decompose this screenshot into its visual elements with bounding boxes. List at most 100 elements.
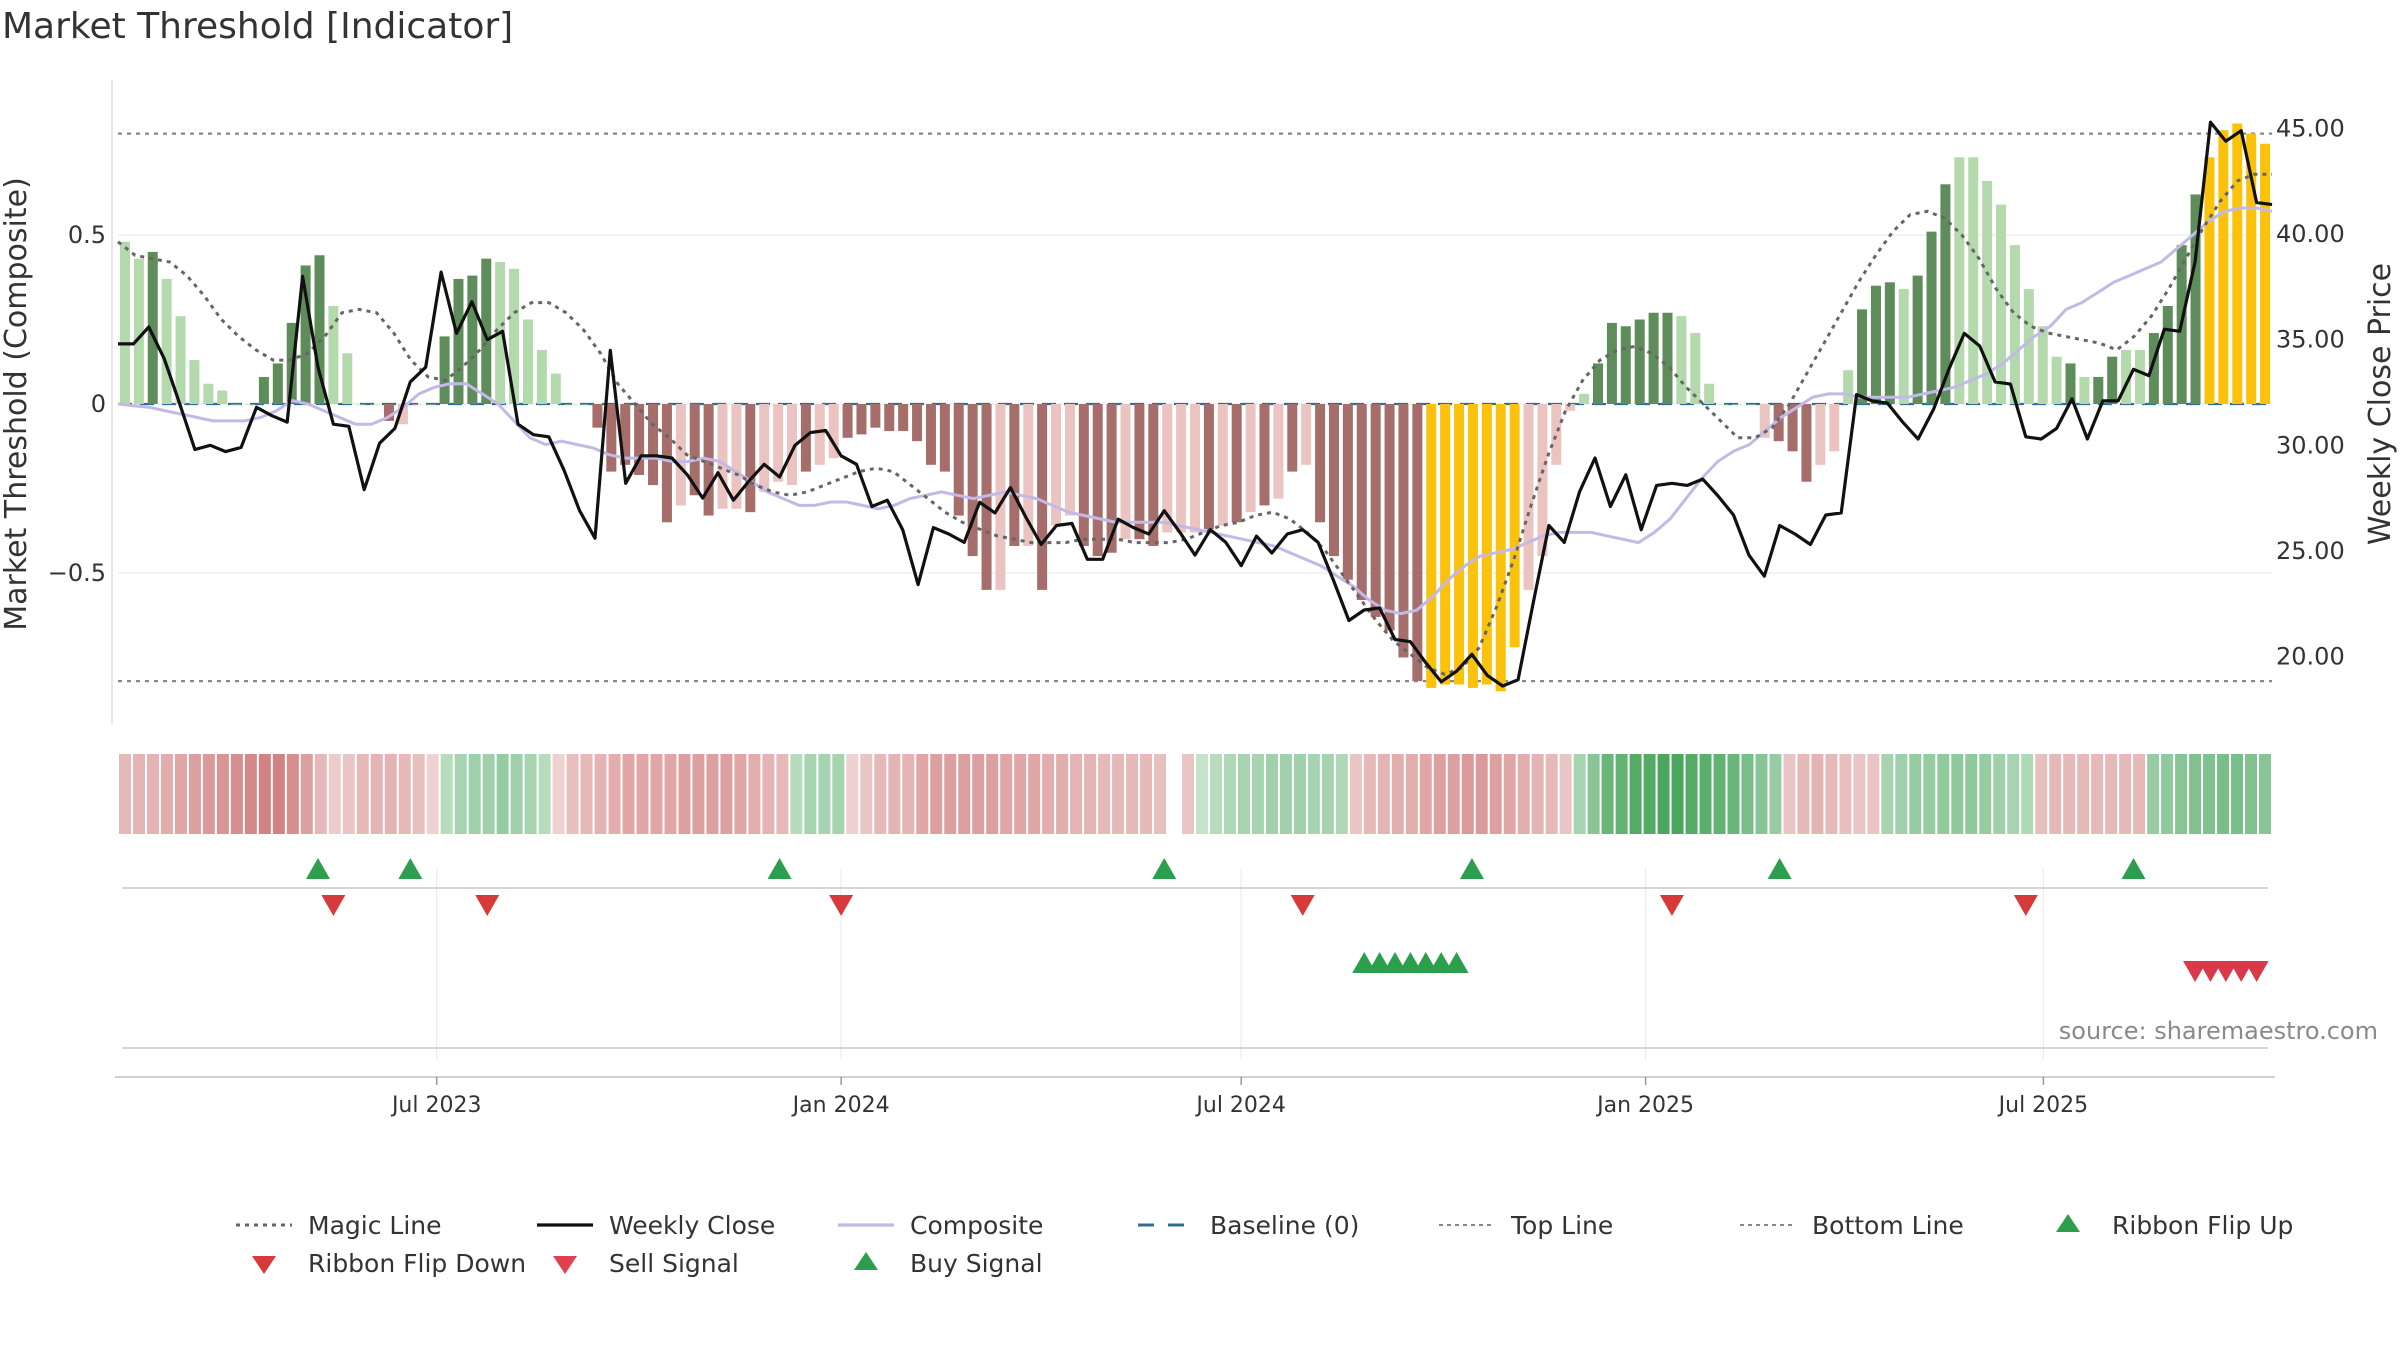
ribbon-cell xyxy=(776,754,789,834)
ribbon-flip-down-marker xyxy=(475,895,500,916)
legend-label: Weekly Close xyxy=(609,1211,775,1240)
composite-bar xyxy=(189,360,200,404)
composite-bar xyxy=(1648,312,1659,404)
ribbon-cell xyxy=(1671,754,1684,834)
composite-bar xyxy=(1537,404,1548,557)
ribbon-cell xyxy=(1909,754,1922,834)
ribbon-cell xyxy=(132,754,145,834)
ribbon-cell xyxy=(2077,754,2090,834)
composite-bar xyxy=(370,404,381,405)
ribbon-cell xyxy=(1237,754,1250,834)
composite-bar xyxy=(620,404,631,465)
ribbon-cell xyxy=(944,754,957,834)
legend-entry: Top Line xyxy=(1439,1211,1613,1240)
legend-label: Ribbon Flip Up xyxy=(2112,1211,2293,1240)
ribbon-cell xyxy=(818,754,831,834)
legend-label: Ribbon Flip Down xyxy=(308,1249,526,1278)
ribbon-cell xyxy=(1182,754,1194,834)
ribbon-cell xyxy=(1797,754,1810,834)
composite-bar xyxy=(1162,404,1173,533)
composite-bar xyxy=(1926,231,1937,404)
ribbon-cell xyxy=(734,754,747,834)
buy-signal-marker xyxy=(1429,952,1454,973)
composite-bar xyxy=(828,404,839,459)
ribbon-cell xyxy=(748,754,761,834)
composite-bar xyxy=(1037,404,1048,590)
composite-bar xyxy=(1315,404,1326,523)
x-tick-label: Jul 2023 xyxy=(390,1093,482,1118)
composite-bar xyxy=(1898,289,1909,404)
legend-swatch xyxy=(553,1256,577,1274)
ribbon-flip-down-marker xyxy=(1659,895,1684,916)
ribbon-cell xyxy=(468,754,481,834)
ribbon-cell xyxy=(2007,754,2020,834)
legend-swatch xyxy=(854,1252,878,1270)
composite-bar xyxy=(786,404,797,486)
composite-bar xyxy=(634,404,645,475)
ribbon-cell xyxy=(1321,754,1334,834)
ribbon-cell xyxy=(2091,754,2104,834)
ribbon-cell xyxy=(2161,754,2174,834)
composite-bar xyxy=(2051,356,2062,404)
composite-bar xyxy=(2148,333,2159,404)
ribbon-cell xyxy=(1895,754,1908,834)
chart-title: Market Threshold [Indicator] xyxy=(2,6,513,47)
composite-bar xyxy=(578,404,589,405)
ribbon-cell xyxy=(244,754,257,834)
composite-bar xyxy=(1273,404,1284,499)
source-note: source: sharemaestro.com xyxy=(2059,1017,2378,1045)
ribbon-cell xyxy=(2119,754,2132,834)
composite-bar xyxy=(1245,404,1256,513)
sell-signal-marker xyxy=(2183,961,2208,982)
ribbon-cell xyxy=(398,754,411,834)
composite-bar xyxy=(1523,404,1534,590)
ribbon-flip-up-marker xyxy=(2121,858,2146,879)
composite-bar xyxy=(1495,404,1506,692)
composite-bar xyxy=(564,404,575,405)
composite-bar xyxy=(1968,157,1979,404)
composite-bar xyxy=(1996,204,2007,404)
left-tick-label: 0.5 xyxy=(68,221,106,249)
left-axis-title: Market Threshold (Composite) xyxy=(0,177,34,631)
composite-bar xyxy=(2037,326,2048,404)
composite-bar xyxy=(1092,404,1103,557)
ribbon-cell xyxy=(1727,754,1740,834)
ribbon-cell xyxy=(356,754,369,834)
ribbon-flip-up-marker xyxy=(1459,858,1484,879)
composite-bar xyxy=(2065,363,2076,404)
composite-bar xyxy=(1579,393,1590,404)
composite-bar xyxy=(953,404,964,516)
composite-bar xyxy=(2121,349,2132,404)
composite-bar xyxy=(1912,275,1923,404)
ribbon-cell xyxy=(846,754,859,834)
composite-bar xyxy=(383,404,394,421)
right-tick-label: 40.00 xyxy=(2276,220,2345,248)
sell-signal-marker xyxy=(2213,961,2238,982)
ribbon-cell xyxy=(692,754,705,834)
ribbon-cell xyxy=(580,754,593,834)
ribbon-cell xyxy=(1713,754,1726,834)
composite-bar xyxy=(842,404,853,438)
composite-bar xyxy=(606,404,617,472)
composite-bar xyxy=(411,404,422,405)
ribbon-cell xyxy=(720,754,733,834)
ribbon-cell xyxy=(790,754,803,834)
ribbon-cell xyxy=(2063,754,2076,834)
composite-bar xyxy=(161,278,172,404)
composite-bar xyxy=(1176,404,1187,533)
composite-bar xyxy=(773,404,784,482)
ribbon-cell xyxy=(1405,754,1418,834)
ribbon-cell xyxy=(1126,754,1139,834)
composite-bar xyxy=(661,404,672,523)
composite-bar xyxy=(1134,404,1145,540)
composite-bar xyxy=(1078,404,1089,546)
composite-bar xyxy=(1690,333,1701,404)
ribbon-cell xyxy=(1783,754,1796,834)
right-tick-label: 30.00 xyxy=(2276,431,2345,459)
composite-bar xyxy=(245,404,256,405)
ribbon-cell xyxy=(1112,754,1125,834)
ribbon-cell xyxy=(1293,754,1306,834)
composite-bar xyxy=(1940,184,1951,404)
ribbon-cell xyxy=(146,754,159,834)
buy-signal-marker xyxy=(1444,952,1469,973)
